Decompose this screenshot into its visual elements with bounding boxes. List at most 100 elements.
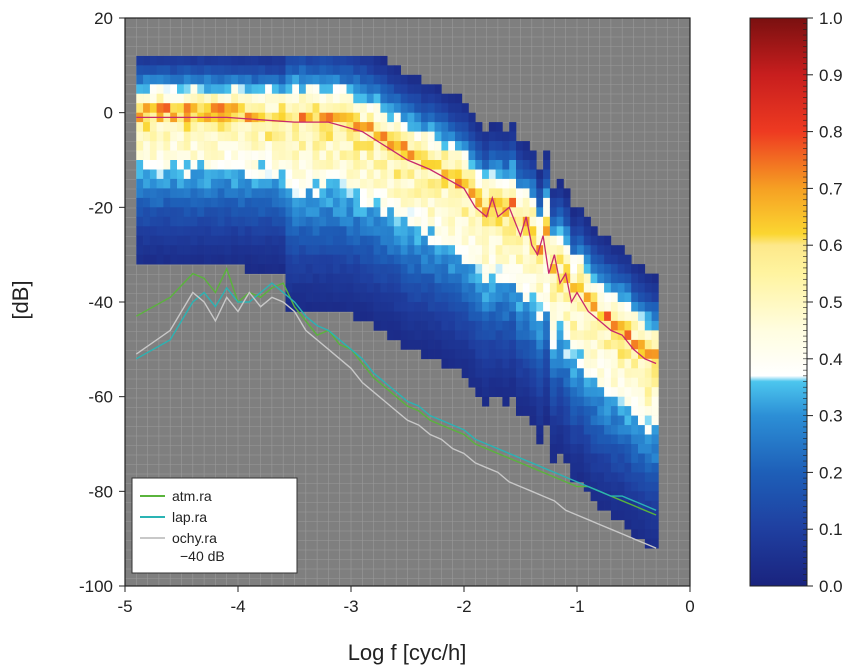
heatmap-cell (461, 207, 469, 218)
heatmap-cell (570, 462, 578, 473)
heatmap-cell (217, 122, 225, 132)
heatmap-cell (570, 396, 578, 407)
heatmap-cell (475, 311, 483, 322)
heatmap-cell (529, 406, 537, 416)
heatmap-cell (305, 188, 313, 199)
heatmap-cell (387, 226, 395, 237)
heatmap-cell (495, 358, 503, 369)
heatmap-cell (326, 292, 334, 303)
heatmap-cell (427, 273, 435, 284)
heatmap-cell (543, 197, 551, 208)
heatmap-cell (631, 519, 639, 530)
heatmap-cell (183, 93, 191, 104)
heatmap-cell (136, 188, 144, 199)
heatmap-cell (604, 453, 612, 464)
heatmap-cell (373, 55, 381, 66)
heatmap-cell (624, 415, 632, 426)
heatmap-cell (312, 207, 320, 218)
heatmap-cell (244, 55, 252, 66)
heatmap-cell (610, 245, 618, 255)
heatmap-cell (583, 349, 591, 360)
heatmap-cell (292, 55, 300, 66)
heatmap-cell (299, 178, 307, 189)
heatmap-cell (407, 178, 415, 189)
heatmap-cell (183, 103, 191, 113)
heatmap-cell (373, 311, 381, 322)
heatmap-cell (522, 311, 530, 322)
heatmap-cell (536, 311, 544, 322)
heatmap-cell (231, 131, 239, 142)
heatmap-cell (299, 216, 307, 227)
heatmap-cell (305, 93, 313, 104)
heatmap-cell (285, 188, 293, 199)
heatmap-cell (339, 93, 347, 104)
heatmap-cell (468, 160, 476, 170)
heatmap-cell (326, 131, 334, 142)
heatmap-cell (421, 178, 429, 189)
heatmap-cell (488, 178, 496, 189)
heatmap-cell (312, 273, 320, 284)
heatmap-cell (502, 254, 510, 265)
heatmap-cell (563, 406, 571, 416)
heatmap-cell (332, 178, 340, 189)
heatmap-cell (597, 368, 605, 379)
heatmap-cell (299, 74, 307, 85)
heatmap-cell (400, 216, 408, 227)
heatmap-cell (258, 216, 266, 227)
heatmap-cell (543, 178, 551, 189)
heatmap-cell (427, 216, 435, 227)
heatmap-cell (455, 160, 463, 170)
heatmap-cell (448, 131, 456, 142)
heatmap-cell (461, 330, 469, 341)
heatmap-cell (238, 160, 246, 170)
heatmap-cell (136, 160, 144, 170)
heatmap-cell (346, 197, 354, 208)
heatmap-cell (339, 254, 347, 265)
heatmap-cell (604, 481, 612, 492)
heatmap-cell (631, 368, 639, 379)
heatmap-cell (468, 283, 476, 293)
heatmap-cell (468, 226, 476, 237)
heatmap-cell (482, 396, 490, 407)
heatmap-cell (570, 339, 578, 350)
heatmap-cell (421, 273, 429, 284)
heatmap-cell (387, 65, 395, 76)
heatmap-cell (570, 406, 578, 416)
heatmap-cell (299, 65, 307, 76)
heatmap-cell (170, 245, 178, 255)
heatmap-cell (448, 207, 456, 218)
heatmap-cell (265, 188, 273, 199)
heatmap-cell (210, 207, 218, 218)
heatmap-cell (366, 254, 374, 265)
heatmap-cell (332, 264, 340, 274)
heatmap-cell (549, 396, 557, 407)
heatmap-cell (346, 131, 354, 142)
heatmap-cell (156, 169, 164, 180)
heatmap-cell (475, 245, 483, 255)
heatmap-cell (644, 519, 652, 530)
heatmap-cell (204, 141, 212, 151)
heatmap-cell (204, 188, 212, 199)
heatmap-cell (353, 74, 361, 85)
heatmap-cell (238, 93, 246, 104)
heatmap-cell (414, 330, 422, 341)
heatmap-cell (339, 131, 347, 142)
heatmap-cell (204, 169, 212, 180)
heatmap-cell (583, 292, 591, 303)
heatmap-cell (570, 283, 578, 293)
heatmap-cell (624, 311, 632, 322)
heatmap-cell (265, 254, 273, 265)
heatmap-cell (285, 169, 293, 180)
heatmap-cell (149, 226, 157, 237)
heatmap-cell (224, 235, 232, 246)
heatmap-cell (143, 207, 151, 218)
heatmap-cell (170, 103, 178, 113)
heatmap-cell (380, 235, 388, 246)
heatmap-cell (387, 74, 395, 85)
heatmap-cell (238, 235, 246, 246)
heatmap-cell (143, 103, 151, 113)
heatmap-cell (427, 339, 435, 350)
heatmap-cell (583, 283, 591, 293)
heatmap-cell (638, 491, 646, 502)
heatmap-cell (448, 216, 456, 227)
